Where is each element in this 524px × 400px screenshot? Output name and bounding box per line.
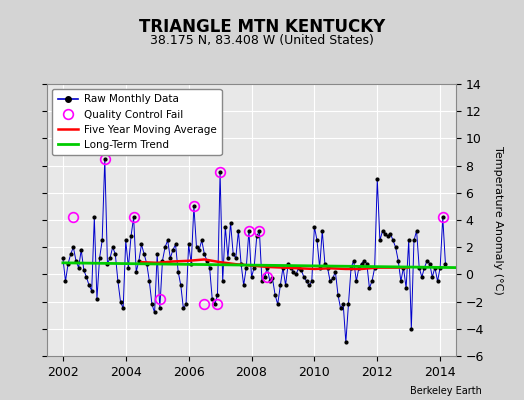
Legend: Raw Monthly Data, Quality Control Fail, Five Year Moving Average, Long-Term Tren: Raw Monthly Data, Quality Control Fail, …	[52, 89, 222, 155]
Y-axis label: Temperature Anomaly (°C): Temperature Anomaly (°C)	[494, 146, 504, 294]
Text: Berkeley Earth: Berkeley Earth	[410, 386, 482, 396]
Text: 38.175 N, 83.408 W (United States): 38.175 N, 83.408 W (United States)	[150, 34, 374, 47]
Text: TRIANGLE MTN KENTUCKY: TRIANGLE MTN KENTUCKY	[139, 18, 385, 36]
